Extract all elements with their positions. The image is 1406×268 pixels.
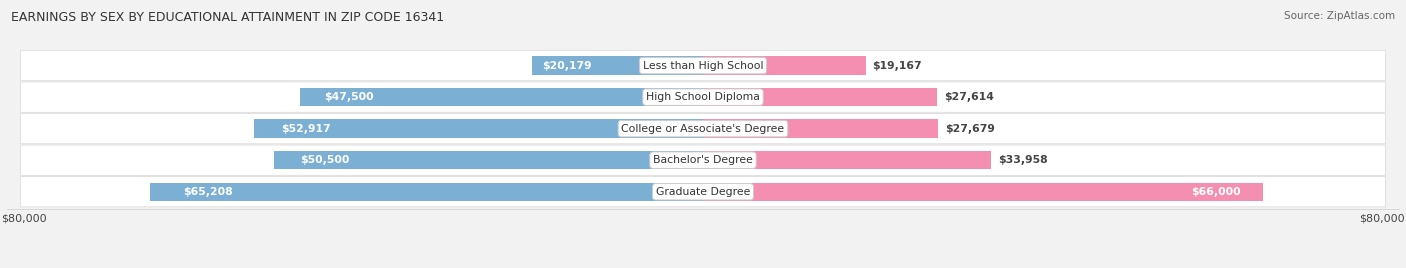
Text: $65,208: $65,208 (183, 187, 232, 197)
Text: $47,500: $47,500 (323, 92, 374, 102)
Bar (703, 88, 938, 106)
Text: EARNINGS BY SEX BY EDUCATIONAL ATTAINMENT IN ZIP CODE 16341: EARNINGS BY SEX BY EDUCATIONAL ATTAINMEN… (11, 11, 444, 24)
FancyBboxPatch shape (21, 114, 1385, 144)
Text: $27,614: $27,614 (945, 92, 994, 102)
Text: High School Diploma: High School Diploma (647, 92, 759, 102)
Bar (703, 151, 991, 169)
Text: College or Associate's Degree: College or Associate's Degree (621, 124, 785, 134)
Text: $50,500: $50,500 (299, 155, 350, 165)
FancyBboxPatch shape (21, 177, 1385, 207)
FancyBboxPatch shape (21, 82, 1385, 112)
Text: $27,679: $27,679 (945, 124, 994, 134)
Text: Bachelor's Degree: Bachelor's Degree (652, 155, 754, 165)
Text: $33,958: $33,958 (998, 155, 1047, 165)
FancyBboxPatch shape (21, 50, 1385, 81)
Text: $20,179: $20,179 (541, 61, 592, 70)
Text: Graduate Degree: Graduate Degree (655, 187, 751, 197)
FancyBboxPatch shape (21, 145, 1385, 175)
Bar (531, 57, 703, 75)
Text: $52,917: $52,917 (281, 124, 330, 134)
Bar (703, 183, 1263, 201)
Text: Source: ZipAtlas.com: Source: ZipAtlas.com (1284, 11, 1395, 21)
Text: $19,167: $19,167 (873, 61, 922, 70)
Bar (254, 120, 703, 138)
Text: $66,000: $66,000 (1191, 187, 1240, 197)
Bar (299, 88, 703, 106)
Bar (703, 57, 866, 75)
Bar (149, 183, 703, 201)
Bar (703, 120, 938, 138)
Bar (274, 151, 703, 169)
Text: Less than High School: Less than High School (643, 61, 763, 70)
